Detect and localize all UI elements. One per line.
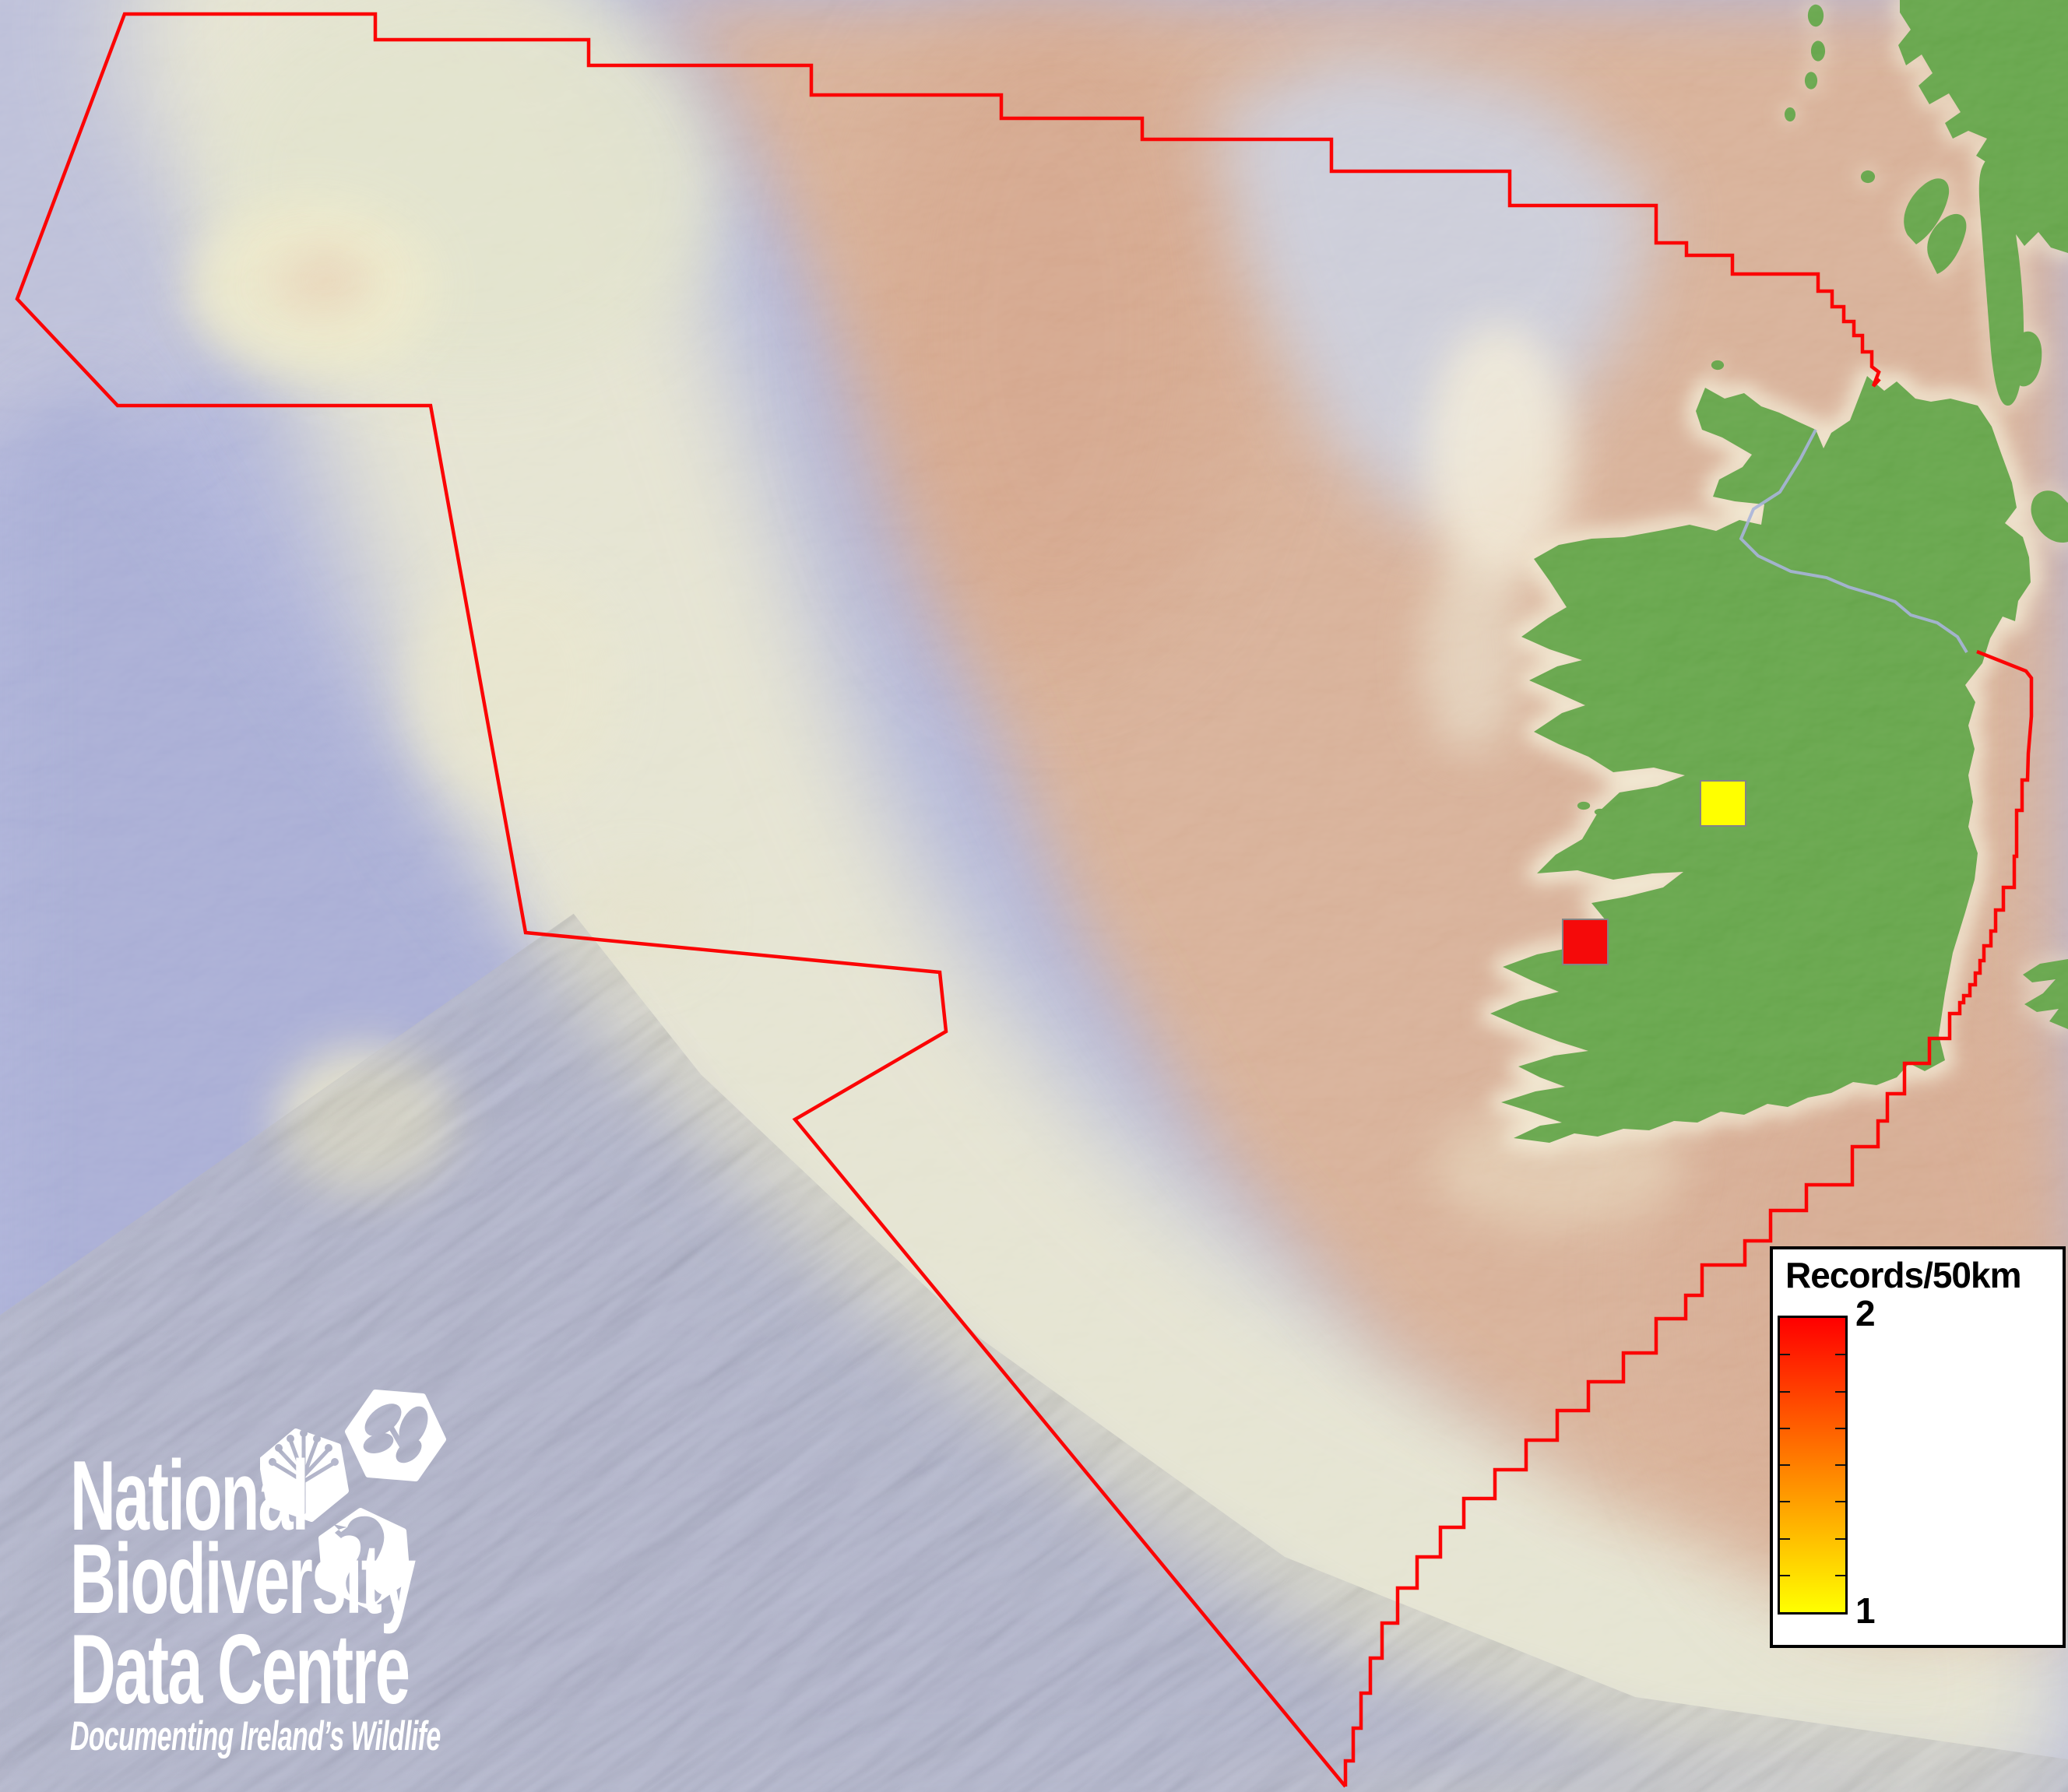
logo-hexagons (260, 1390, 446, 1609)
record-cell-yellow[interactable] (1700, 780, 1746, 827)
record-squares (1562, 780, 1746, 965)
legend-tick (1835, 1538, 1845, 1540)
legend-tick (1780, 1354, 1790, 1355)
legend-tick (1835, 1354, 1845, 1355)
legend-tick (1835, 1428, 1845, 1429)
legend-max-label: 2 (1855, 1293, 1876, 1333)
record-cell-red[interactable] (1562, 919, 1609, 965)
legend-tick (1835, 1575, 1845, 1576)
legend-tick (1835, 1464, 1845, 1466)
legend-tick (1780, 1464, 1790, 1466)
logo-tagline: Documenting Ireland’s Wildlife (70, 1713, 441, 1759)
legend-tick (1780, 1575, 1790, 1576)
butterfly-icon (345, 1390, 446, 1481)
legend-tick (1780, 1538, 1790, 1540)
designated-area-boundary-west (15, 12, 1881, 1788)
logo-line-3: Data Centre (70, 1614, 410, 1724)
seahorse-icon (318, 1508, 410, 1609)
designated-area-boundary (15, 12, 2034, 1788)
designated-area-boundary-irish-sea (1343, 649, 2034, 1787)
legend-tick (1835, 1391, 1845, 1393)
legend-tick (1780, 1501, 1790, 1502)
legend-tick (1780, 1428, 1790, 1429)
legend-title: Records/50km (1785, 1255, 2021, 1295)
legend-tick (1835, 1501, 1845, 1502)
legend-min-label: 1 (1855, 1590, 1876, 1631)
legend-panel: Records/50km 2 1 (1770, 1246, 2066, 1648)
legend-gradient-bar (1778, 1316, 1848, 1615)
northern-ireland-border-line (1739, 429, 1968, 654)
legend-tick (1780, 1391, 1790, 1393)
flower-umbel-icon (260, 1428, 349, 1522)
